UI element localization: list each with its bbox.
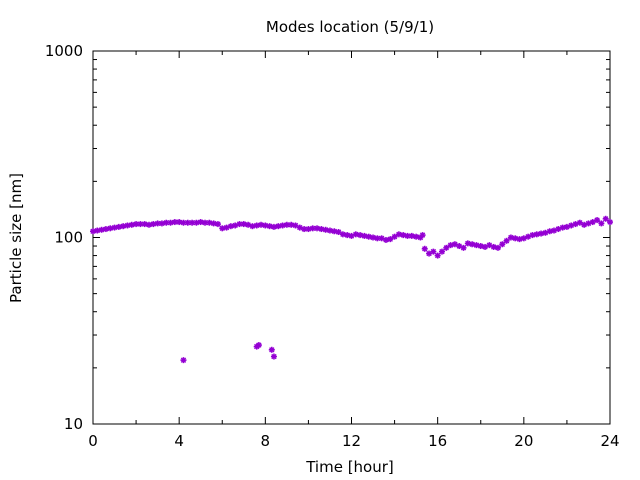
x-axis-label: Time [hour] <box>305 458 394 476</box>
x-tick-label: 4 <box>174 432 184 450</box>
x-tick-label: 0 <box>88 432 98 450</box>
data-point <box>391 233 398 240</box>
data-point <box>594 217 601 224</box>
data-point <box>255 342 262 349</box>
data-point <box>421 245 428 252</box>
data-point <box>214 221 221 228</box>
data-point <box>180 357 187 364</box>
data-point <box>443 244 450 251</box>
y-tick-label: 100 <box>54 229 83 247</box>
x-tick-label: 12 <box>342 432 361 450</box>
data-point <box>180 219 187 226</box>
data-point <box>598 220 605 227</box>
axis-ticks: 0 4 8 12 16 20 24 10 100 1000 <box>45 42 620 450</box>
data-point <box>607 219 613 226</box>
x-tick-label: 24 <box>600 432 619 450</box>
data-point <box>490 243 497 250</box>
data-point <box>387 236 394 243</box>
data-point <box>503 237 510 244</box>
data-point <box>434 252 441 259</box>
data-point <box>473 242 480 249</box>
data-point <box>520 235 527 242</box>
data-point <box>494 244 501 251</box>
y-tick-label: 1000 <box>45 42 83 60</box>
data-point <box>335 229 342 236</box>
data-point <box>268 346 275 353</box>
x-tick-label: 8 <box>261 432 271 450</box>
data-point <box>438 248 445 255</box>
y-axis-label: Particle size [nm] <box>7 173 25 303</box>
data-point <box>469 241 476 248</box>
data-point <box>447 242 454 249</box>
data-point <box>460 244 467 251</box>
data-point <box>419 232 426 239</box>
data-point <box>154 220 161 227</box>
x-tick-label: 16 <box>428 432 447 450</box>
chart-title: Modes location (5/9/1) <box>266 18 434 36</box>
y-tick-label: 10 <box>64 415 83 433</box>
data-point <box>150 221 157 228</box>
data-point <box>430 248 437 255</box>
data-points <box>90 215 613 364</box>
x-tick-label: 20 <box>514 432 533 450</box>
data-point <box>602 215 609 222</box>
data-point <box>120 223 127 230</box>
data-point <box>550 227 557 234</box>
data-point <box>270 353 277 360</box>
data-point <box>499 241 506 248</box>
data-point <box>477 243 484 250</box>
